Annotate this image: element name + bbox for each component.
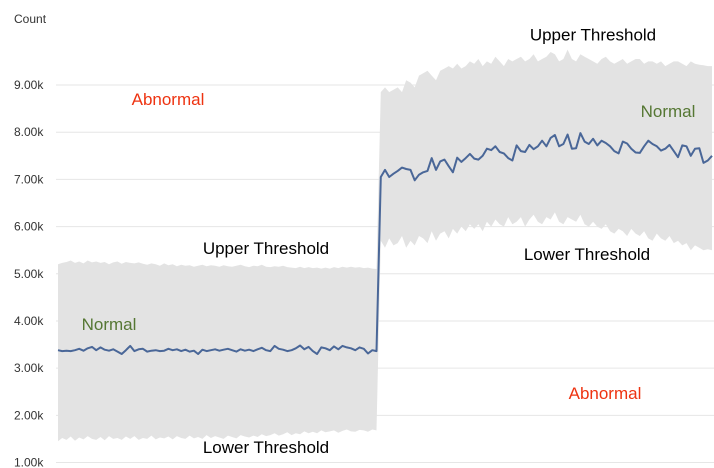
annotation-normal-5: Normal [82,315,137,334]
annotation-abnormal-1: Abnormal [132,90,205,109]
series-line [57,132,713,355]
annotation-normal-2: Normal [641,102,696,121]
y-tick-label-6: 7.00k [14,172,44,186]
threshold-band [58,49,712,442]
y-tick-label-4: 5.00k [14,267,44,281]
y-tick-label-0: 1.00k [14,456,44,468]
annotation-upper-threshold-3: Upper Threshold [203,239,329,258]
annotation-lower-threshold-4: Lower Threshold [524,245,650,264]
y-tick-label-7: 8.00k [14,125,44,139]
annotation-abnormal-6: Abnormal [569,384,642,403]
y-tick-label-2: 3.00k [14,361,44,375]
y-axis-ticks: 1.00k 2.00k 3.00k 4.00k 5.00k 6.00k 7.00k 8.00k… [14,78,44,468]
annotation-lower-threshold-7: Lower Threshold [203,438,329,457]
y-tick-label-1: 2.00k [14,408,44,422]
y-tick-label-5: 6.00k [14,220,44,234]
y-tick-label-3: 4.00k [14,314,44,328]
annotations: Upper Threshold Abnormal Normal Upper Thres… [82,26,696,458]
annotation-upper-threshold-0: Upper Threshold [530,26,656,45]
y-axis-label: Count [14,12,47,26]
y-tick-label-8: 9.00k [14,78,44,92]
